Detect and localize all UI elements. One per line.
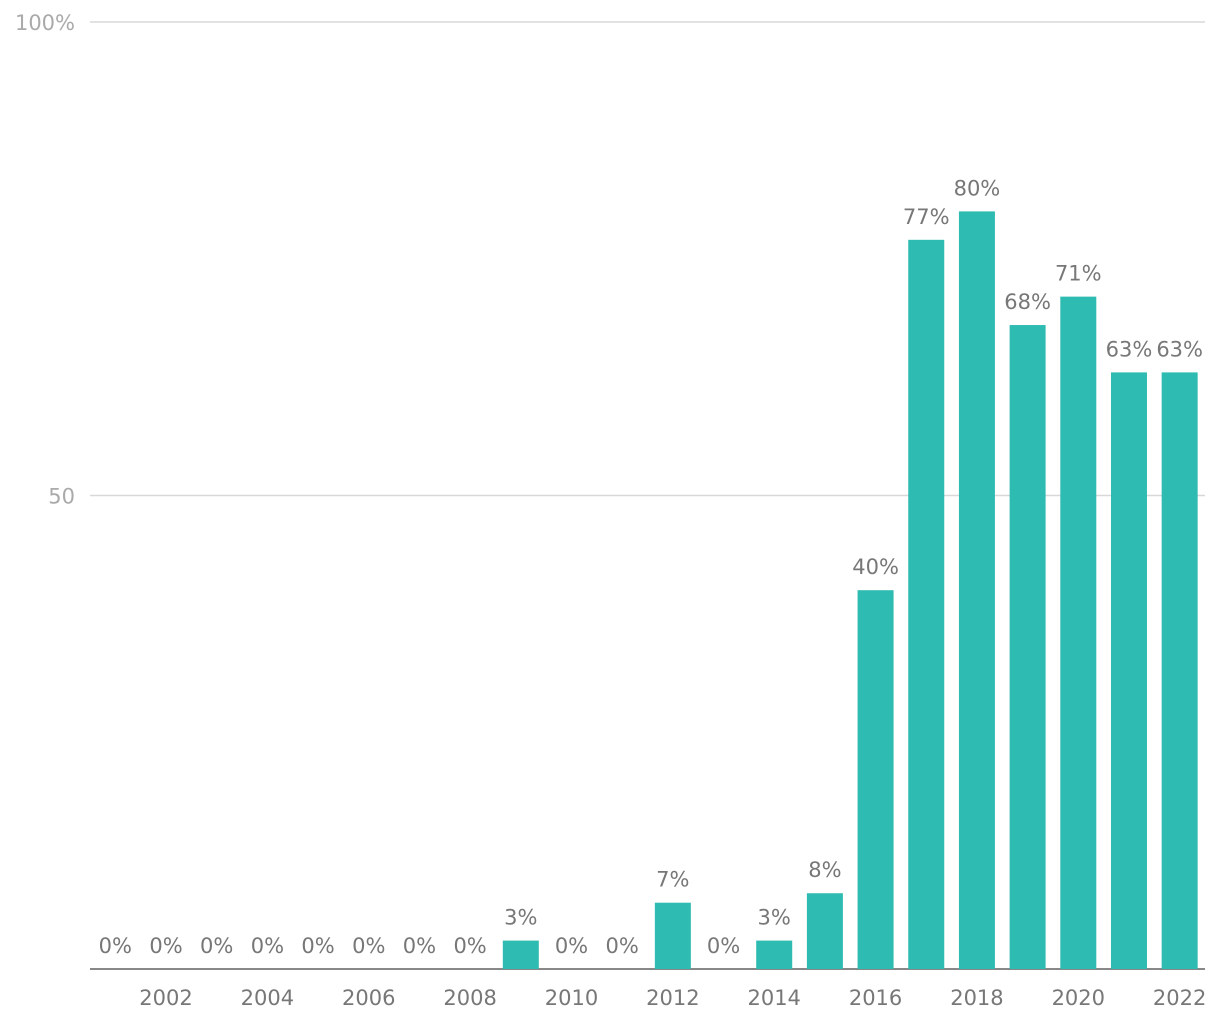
x-tick-label: 2002 bbox=[139, 986, 192, 1010]
bar bbox=[502, 940, 539, 969]
value-label: 80% bbox=[954, 176, 1001, 200]
y-tick-label: 50 bbox=[48, 485, 75, 509]
value-label: 0% bbox=[707, 934, 740, 958]
value-label: 0% bbox=[453, 934, 486, 958]
bar bbox=[1060, 296, 1097, 969]
x-tick-label: 2008 bbox=[443, 986, 496, 1010]
bar bbox=[857, 590, 894, 969]
x-tick-label: 2016 bbox=[849, 986, 902, 1010]
bar bbox=[1161, 372, 1198, 969]
x-tick-label: 2010 bbox=[545, 986, 598, 1010]
value-label: 0% bbox=[352, 934, 385, 958]
value-label: 7% bbox=[656, 868, 689, 892]
x-tick-label: 2020 bbox=[1052, 986, 1105, 1010]
bar bbox=[1110, 372, 1147, 969]
value-label: 0% bbox=[200, 934, 233, 958]
value-label: 0% bbox=[605, 934, 638, 958]
x-tick-label: 2022 bbox=[1153, 986, 1206, 1010]
y-tick-label: 100% bbox=[15, 11, 75, 35]
x-tick-label: 2014 bbox=[747, 986, 800, 1010]
value-label: 0% bbox=[99, 934, 132, 958]
value-label: 0% bbox=[149, 934, 182, 958]
value-label: 63% bbox=[1106, 337, 1153, 361]
value-label: 0% bbox=[555, 934, 588, 958]
bar bbox=[908, 239, 945, 969]
x-tick-label: 2018 bbox=[950, 986, 1003, 1010]
value-label: 68% bbox=[1004, 290, 1051, 314]
x-tick-label: 2004 bbox=[241, 986, 294, 1010]
value-label: 0% bbox=[301, 934, 334, 958]
value-label: 40% bbox=[852, 555, 899, 579]
bar bbox=[756, 940, 793, 969]
x-tick-label: 2006 bbox=[342, 986, 395, 1010]
bar bbox=[958, 211, 995, 969]
bar bbox=[654, 902, 691, 969]
value-label: 63% bbox=[1156, 337, 1203, 361]
bar bbox=[806, 893, 843, 969]
value-label: 8% bbox=[808, 858, 841, 882]
x-tick-label: 2012 bbox=[646, 986, 699, 1010]
value-label: 71% bbox=[1055, 262, 1102, 286]
value-label: 3% bbox=[504, 906, 537, 930]
value-label: 0% bbox=[403, 934, 436, 958]
bar bbox=[1009, 325, 1046, 969]
value-label: 77% bbox=[903, 205, 950, 229]
value-label: 0% bbox=[251, 934, 284, 958]
value-label: 3% bbox=[758, 906, 791, 930]
